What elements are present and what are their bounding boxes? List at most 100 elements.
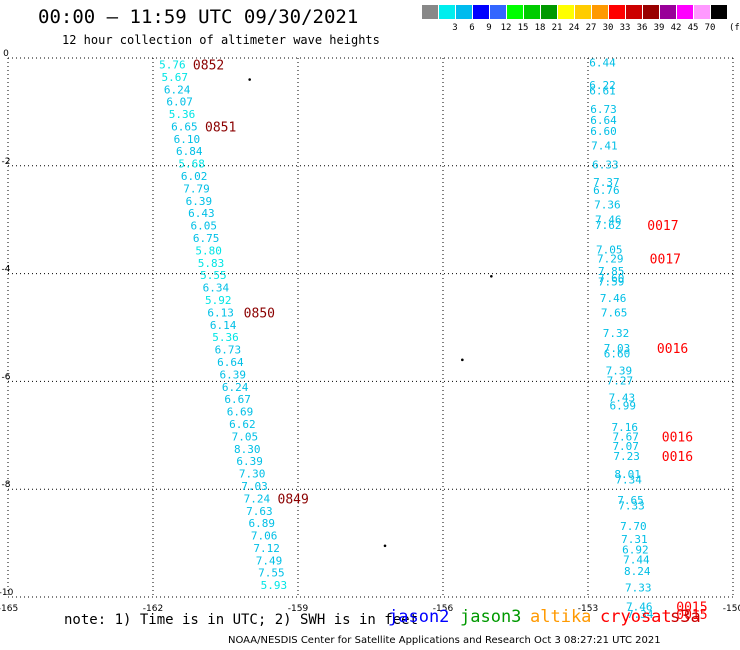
wave-height-label: 6.92 — [622, 544, 649, 557]
legend-label: 18 — [534, 23, 546, 33]
wave-height-label: 6.39 — [220, 368, 247, 381]
legend-swatch — [490, 5, 507, 19]
legend-swatch — [439, 5, 456, 19]
legend-swatch — [422, 5, 439, 19]
legend-swatch — [677, 5, 694, 19]
pass-time-label: 0850 — [244, 306, 275, 321]
legend-swatch — [711, 5, 728, 19]
satellite-name-cryosat: cryosat — [600, 607, 672, 627]
wave-height-label: 5.55 — [200, 269, 227, 282]
legend-swatch — [694, 5, 711, 19]
wave-height-label: 7.30 — [239, 468, 266, 481]
wave-height-label: 7.44 — [623, 553, 650, 566]
wave-height-label: 5.36 — [169, 108, 196, 121]
wave-height-label: 6.13 — [207, 306, 234, 319]
pass-time-label: 0015 — [676, 608, 707, 623]
legend-label: 21 — [551, 23, 563, 33]
wave-height-label: 5.83 — [198, 257, 225, 270]
lon-tick-label: -162 — [143, 604, 163, 614]
wave-height-label: 7.29 — [597, 253, 624, 266]
legend-label: 3 — [452, 23, 458, 33]
legend-swatch — [524, 5, 541, 19]
wave-height-label: 7.46 — [595, 214, 622, 227]
pass-time-label: 0015 — [676, 601, 707, 616]
wave-height-label: 5.76 — [159, 58, 186, 71]
wave-height-label: 6.60 — [590, 125, 617, 138]
lon-tick-label: -153 — [578, 604, 598, 614]
wave-height-label: 7.70 — [620, 520, 647, 533]
wave-height-label: 6.99 — [610, 400, 637, 413]
legend-swatch — [473, 5, 490, 19]
wave-height-label: 6.10 — [174, 133, 201, 146]
satellite-name-s3a: s3a — [670, 607, 701, 627]
wave-height-label: 7.65 — [617, 494, 644, 507]
wave-height-label: 6.24 — [222, 381, 249, 394]
wave-height-label: 7.16 — [611, 421, 638, 434]
legend-unit: (ft) — [729, 23, 740, 33]
legend-swatch — [609, 5, 626, 19]
satellite-name-jason2: jason2 — [388, 607, 450, 627]
wave-height-label: 6.39 — [186, 195, 213, 208]
wave-height-label: 7.07 — [612, 440, 639, 453]
wave-height-label: 6.75 — [193, 232, 220, 245]
footer-note: note: 1) Time is in UTC; 2) SWH is in fe… — [64, 612, 419, 628]
lat-tick-label: -4 — [2, 265, 11, 275]
page-subtitle: 12 hour collection of altimeter wave hei… — [62, 33, 380, 47]
legend-label: 42 — [670, 23, 682, 33]
pass-time-label: 0016 — [662, 430, 693, 445]
lat-tick-label: -10 — [0, 588, 14, 598]
lat-tick-label: -6 — [2, 372, 11, 382]
legend-label: 30 — [602, 23, 614, 33]
wave-height-label: 6.61 — [589, 84, 616, 97]
wave-height-label: 6.89 — [249, 517, 276, 530]
wave-height-label: 6.33 — [592, 159, 619, 172]
page-title: 00:00 – 11:59 UTC 09/30/2021 — [38, 6, 359, 28]
wave-height-label: 7.24 — [244, 492, 271, 505]
wave-height-label: 5.93 — [261, 579, 288, 592]
wave-height-label: 6.73 — [215, 344, 242, 357]
wave-height-label: 6.43 — [188, 207, 215, 220]
wave-height-label: 7.65 — [601, 306, 628, 319]
pass-time-label: 0849 — [278, 492, 309, 507]
pass-time-label: 0851 — [205, 120, 236, 135]
legend-label: 70 — [704, 23, 716, 33]
lon-tick-label: -165 — [0, 604, 18, 614]
lon-tick-label: -156 — [433, 604, 454, 614]
wave-height-label: 7.33 — [618, 499, 645, 512]
wave-height-label: 7.23 — [613, 450, 640, 463]
wave-height-label: 7.03 — [604, 342, 631, 355]
wave-height-label: 7.43 — [609, 392, 636, 405]
wave-height-label: 6.07 — [166, 96, 193, 109]
pass-time-label: 0852 — [193, 58, 224, 73]
wave-height-label: 7.31 — [621, 533, 648, 546]
lon-tick-label: -159 — [288, 604, 309, 614]
wave-height-label: 7.46 — [600, 292, 627, 305]
wave-height-label: 6.64 — [217, 356, 244, 369]
legend-swatch — [626, 5, 643, 19]
legend-label: 6 — [469, 23, 475, 33]
color-legend: 3 6 9 12 15 18 21 24 27 30 33 36 39 42 45 70 — [422, 5, 728, 35]
legend-label: 39 — [653, 23, 665, 33]
satellite-name-jason3: jason3 — [460, 607, 522, 627]
wave-height-label: 7.59 — [598, 276, 625, 289]
wave-height-label: 6.34 — [203, 282, 230, 295]
legend-label: 27 — [585, 23, 597, 33]
lat-tick-label: 0 — [3, 49, 9, 59]
wave-height-label: 6.65 — [171, 120, 198, 133]
legend-label: 12 — [500, 23, 512, 33]
legend-swatch — [592, 5, 609, 19]
wave-height-label: 7.34 — [627, 608, 654, 621]
legend-swatch — [575, 5, 592, 19]
footer-credit: NOAA/NESDIS Center for Satellite Applica… — [228, 635, 661, 646]
wave-height-label: 7.55 — [258, 567, 285, 580]
legend-swatch — [456, 5, 473, 19]
wave-height-label: 8.01 — [614, 468, 641, 481]
legend-label: 15 — [517, 23, 529, 33]
pass-time-label: 0016 — [662, 450, 693, 465]
legend-label: 36 — [636, 23, 648, 33]
wave-height-label: 6.02 — [181, 170, 208, 183]
wave-height-label: 7.85 — [598, 265, 625, 278]
legend-label: 24 — [568, 23, 580, 33]
wave-height-label: 6.22 — [589, 79, 616, 92]
wave-height-label: 7.49 — [256, 554, 283, 567]
